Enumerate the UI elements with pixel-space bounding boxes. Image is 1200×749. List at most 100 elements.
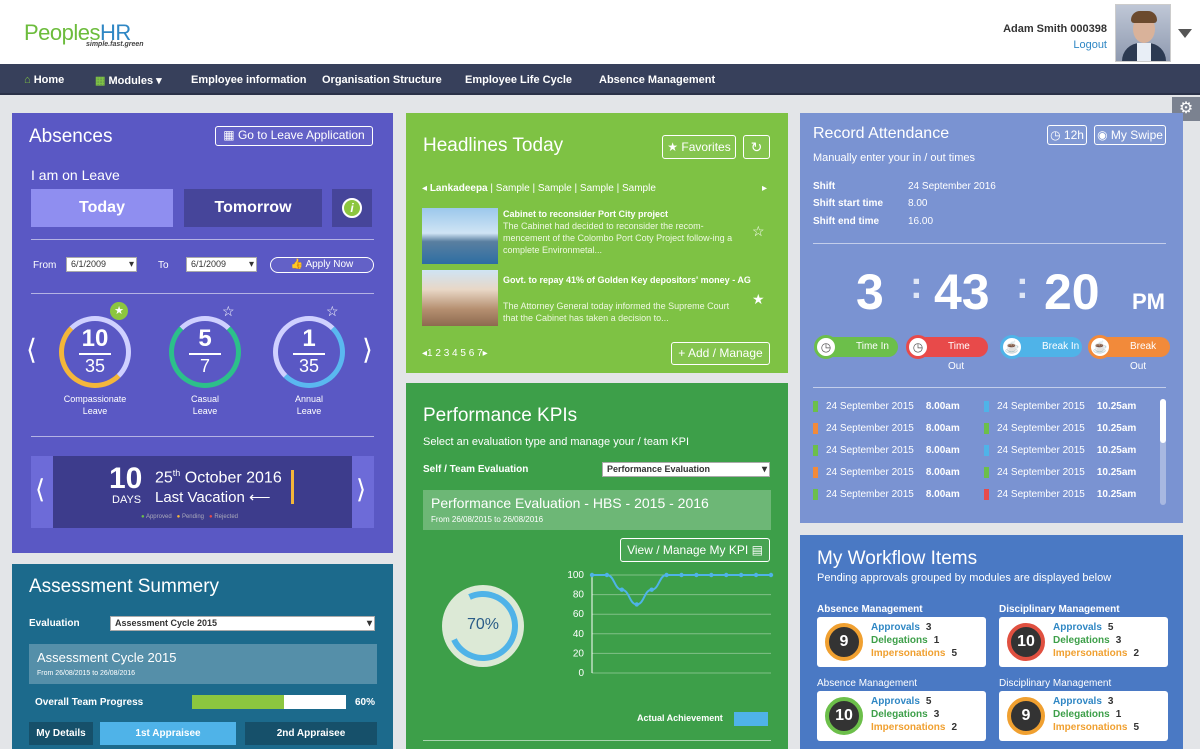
tab-lankadeepa[interactable]: Lankadeepa: [429, 183, 488, 194]
news-thumbnail[interactable]: [422, 208, 498, 264]
refresh-icon[interactable]: ↻: [743, 135, 770, 159]
log-status-bar: [984, 401, 989, 412]
data-point[interactable]: [768, 572, 774, 578]
tab-sample[interactable]: Sample: [579, 183, 614, 194]
workflow-approvals-count: 5: [1107, 622, 1114, 633]
data-point[interactable]: [679, 572, 684, 578]
view-manage-kpi-button[interactable]: View / Manage My KPI ▤: [620, 538, 770, 562]
nav-employee-information[interactable]: Employee information: [191, 74, 307, 86]
nav-employee-life-cycle[interactable]: Employee Life Cycle: [465, 74, 572, 86]
news-title[interactable]: Cabinet to reconsider Port City project: [503, 209, 669, 219]
my-swipe-button[interactable]: ◉ My Swipe: [1094, 125, 1166, 145]
prev-arrow-icon[interactable]: ⟨: [26, 334, 37, 365]
news-title[interactable]: Govt. to repay 41% of Golden Key deposit…: [503, 275, 751, 285]
data-point[interactable]: [634, 602, 639, 607]
from-date-field[interactable]: 6/1/2009: [66, 257, 137, 272]
star-icon[interactable]: ☆: [752, 223, 765, 239]
evaluation-select[interactable]: Performance Evaluation: [602, 462, 770, 477]
log-time: 10.25am: [1096, 445, 1137, 457]
time-out-button[interactable]: Time Out: [916, 337, 988, 372]
workflow-card[interactable]: 10 Approvals 5 Delegations 3 Impersonations 2: [817, 691, 986, 741]
y-tick-label: 40: [573, 629, 585, 640]
info-button[interactable]: i: [332, 189, 372, 227]
nav-organisation-structure[interactable]: Organisation Structure: [322, 74, 442, 86]
data-point[interactable]: [664, 572, 669, 578]
to-label: To: [158, 260, 169, 271]
workflow-delegations[interactable]: Delegations 3: [871, 709, 939, 720]
data-point[interactable]: [724, 572, 729, 578]
tomorrow-button[interactable]: Tomorrow: [184, 189, 322, 227]
data-point[interactable]: [619, 587, 625, 592]
go-to-leave-application-button[interactable]: ▦ Go to Leave Application: [215, 126, 373, 146]
star-filled-icon[interactable]: ★: [752, 291, 765, 307]
workflow-approvals[interactable]: Approvals 5: [871, 696, 931, 707]
tab-1st-appraisee[interactable]: 1st Appraisee: [100, 722, 236, 745]
log-scrollbar[interactable]: [1160, 399, 1166, 505]
break-in-button[interactable]: Break In: [1010, 337, 1082, 357]
nav-absence-management[interactable]: Absence Management: [599, 74, 716, 86]
compassionate-leave-ring[interactable]: [59, 316, 131, 388]
log-status-bar: [984, 445, 989, 456]
tab-sample[interactable]: Sample: [537, 183, 572, 194]
tab-2nd-appraisee[interactable]: 2nd Appraisee: [245, 722, 377, 745]
workflow-card[interactable]: 10 Approvals 5 Delegations 3 Impersonations 2: [999, 617, 1168, 667]
data-point[interactable]: [589, 572, 595, 578]
workflow-impersonations[interactable]: Impersonations 5: [1053, 722, 1139, 733]
time-in-button[interactable]: Time In: [824, 337, 898, 357]
workflow-card[interactable]: 9 Approvals 3 Delegations 1 Impersonations 5: [999, 691, 1168, 741]
data-point[interactable]: [694, 572, 699, 578]
add-manage-button[interactable]: + Add / Manage: [671, 342, 770, 365]
data-point[interactable]: [753, 572, 759, 578]
peopleshr-logo[interactable]: PeoplesHR: [24, 20, 131, 45]
user-menu-chevron-down-icon[interactable]: [1178, 29, 1192, 38]
tab-sample[interactable]: Sample: [621, 183, 656, 194]
today-button[interactable]: Today: [31, 189, 173, 227]
tab-sample[interactable]: Sample: [495, 183, 530, 194]
logout-link[interactable]: Logout: [1073, 39, 1107, 51]
star-icon[interactable]: ☆: [326, 303, 339, 319]
apply-now-button[interactable]: 👍 Apply Now: [270, 257, 374, 273]
workflow-impersonations[interactable]: Impersonations 2: [1053, 648, 1139, 659]
clock-seconds: 20: [1044, 264, 1100, 320]
coffee-icon: ☕: [1000, 335, 1024, 359]
workflow-approvals[interactable]: Approvals 3: [871, 622, 931, 633]
workflow-approvals[interactable]: Approvals 3: [1053, 696, 1113, 707]
news-thumbnail[interactable]: [422, 270, 498, 326]
nav-modules[interactable]: ▦ Modules ▾: [95, 75, 162, 87]
workflow-card[interactable]: 9 Approvals 3 Delegations 1 Impersonations 5: [817, 617, 986, 667]
workflow-approvals-count: 5: [925, 696, 932, 707]
log-date: 24 September 2015: [826, 489, 914, 501]
news-pagination[interactable]: ◂1 2 3 4 5 6 7▸: [422, 348, 488, 359]
workflow-delegations[interactable]: Delegations 1: [1053, 709, 1121, 720]
vacation-prev-button[interactable]: ⟨: [31, 456, 53, 528]
assessment-eval-label: Evaluation: [29, 618, 80, 629]
12h-toggle[interactable]: ◷ 12h: [1047, 125, 1087, 145]
data-point[interactable]: [649, 587, 654, 592]
vacation-next-button[interactable]: ⟩: [352, 456, 374, 528]
kpi-title: Performance KPIs: [423, 405, 578, 426]
annual-leave-ring[interactable]: [273, 316, 345, 388]
avatar[interactable]: [1115, 4, 1171, 62]
workflow-impersonations[interactable]: Impersonations 5: [871, 648, 957, 659]
to-date-field[interactable]: 6/1/2009: [186, 257, 257, 272]
workflow-delegations[interactable]: Delegations 1: [871, 635, 939, 646]
break-out-button[interactable]: Break Out: [1098, 337, 1170, 372]
coffee-icon: ☕: [1088, 335, 1112, 359]
data-point[interactable]: [709, 572, 714, 578]
star-icon[interactable]: ☆: [222, 303, 235, 319]
workflow-impersonations[interactable]: Impersonations 2: [871, 722, 957, 733]
tabs-prev-icon[interactable]: ◂: [422, 183, 428, 194]
tabs-next-icon[interactable]: ▸: [762, 183, 768, 194]
assessment-eval-select[interactable]: Assessment Cycle 2015: [110, 616, 375, 631]
data-point[interactable]: [604, 572, 610, 578]
log-scrollbar-thumb[interactable]: [1160, 399, 1166, 443]
tab-my-details[interactable]: My Details: [29, 722, 93, 745]
nav-home[interactable]: ⌂ Home: [24, 74, 65, 86]
workflow-approvals[interactable]: Approvals 5: [1053, 622, 1113, 633]
favorite-star-icon[interactable]: ★: [110, 302, 128, 320]
favorites-button[interactable]: ★ Favorites: [662, 135, 736, 159]
workflow-delegations[interactable]: Delegations 3: [1053, 635, 1121, 646]
casual-leave-ring[interactable]: [169, 316, 241, 388]
data-point[interactable]: [738, 572, 744, 578]
next-arrow-icon[interactable]: ⟩: [362, 334, 373, 365]
